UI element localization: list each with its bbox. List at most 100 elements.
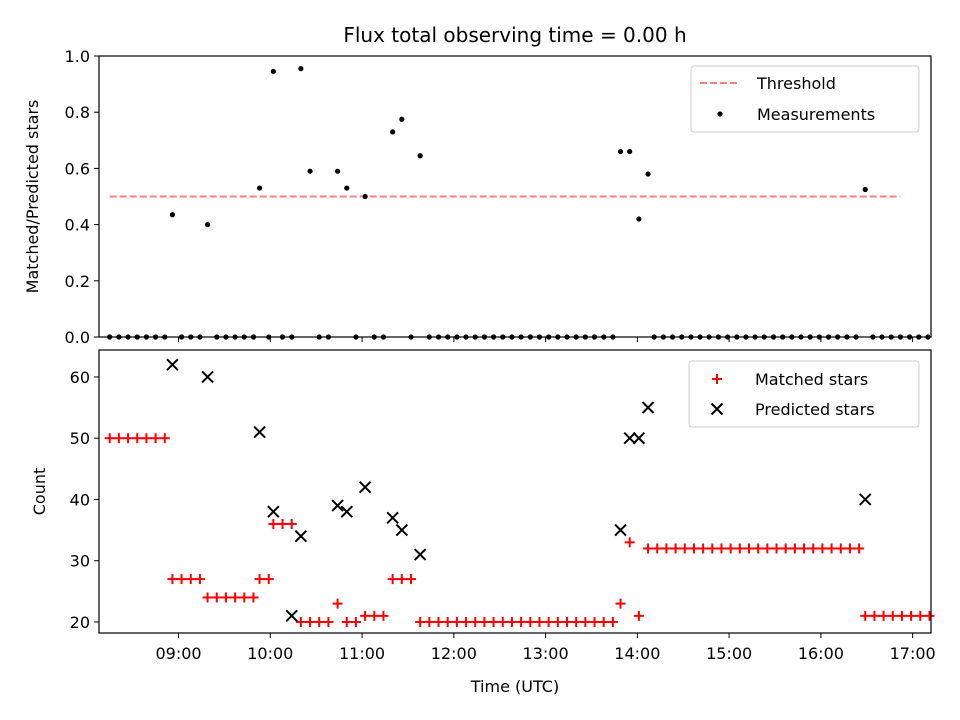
matched-star-point — [305, 616, 316, 627]
matched-star-point — [633, 610, 644, 621]
matched-star-point — [652, 543, 663, 554]
matched-star-point — [789, 543, 800, 554]
matched-star-point — [113, 433, 124, 444]
matched-star-point — [230, 592, 241, 603]
bottom-legend-matched-label: Matched stars — [755, 370, 868, 389]
measurement-point — [344, 185, 350, 191]
matched-star-point — [254, 574, 265, 585]
matched-star-point — [433, 616, 444, 627]
bottom-panel-y-axis-label: Count — [30, 468, 49, 516]
matched-star-point — [360, 610, 371, 621]
predicted-star-point — [859, 493, 872, 506]
measurement-point — [270, 68, 276, 75]
matched-star-point — [753, 543, 764, 554]
bottom-x-tick-label: 12:00 — [431, 644, 477, 663]
measurement-point — [399, 116, 405, 122]
matched-star-point — [580, 616, 591, 627]
matched-star-point — [479, 616, 490, 627]
matched-star-point — [263, 574, 274, 585]
bottom-panel: 20 30 40 50 60 09:00 10:00 11:00 12:00 13:00 14:0… — [30, 349, 936, 696]
matched-star-point — [762, 543, 773, 554]
matched-star-point — [643, 543, 654, 554]
matched-star-point — [734, 543, 745, 554]
matched-star-point — [780, 543, 791, 554]
measurement-point — [256, 185, 263, 191]
matched-star-point — [598, 616, 609, 627]
matched-star-point — [415, 616, 426, 627]
matched-star-point — [350, 616, 361, 627]
bottom-x-tick-label: 09:00 — [155, 644, 201, 663]
predicted-star-point — [166, 358, 179, 371]
bottom-y-tick-label: 20 — [70, 613, 90, 632]
matched-star-point — [239, 592, 250, 603]
matched-star-point — [332, 598, 343, 609]
top-legend-measurements-swatch — [717, 111, 723, 117]
predicted-star-point — [632, 432, 646, 445]
matched-star-point — [808, 543, 819, 554]
top-y-tick-label: 0.6 — [65, 159, 90, 178]
predicted-star-point — [253, 425, 266, 439]
matched-star-point — [571, 616, 582, 627]
x-b — [413, 548, 427, 561]
matched-star-point — [176, 574, 187, 585]
matched-star-point — [268, 518, 279, 529]
x-b — [294, 530, 308, 543]
matched-star-point — [248, 592, 259, 603]
predicted-star-point — [294, 530, 308, 543]
chart-title: Flux total observing time = 0.00 h — [343, 23, 686, 47]
matched-star-point — [424, 616, 435, 627]
top-panel-legend: Threshold Measurements — [690, 65, 920, 133]
measurement-point — [627, 148, 633, 155]
top-panel-y-axis-label: Matched/Predicted stars — [23, 100, 42, 294]
matched-star-point — [826, 543, 837, 554]
matched-star-point — [799, 543, 810, 554]
bottom-x-tick-label: 15:00 — [706, 644, 752, 663]
matched-star-point — [141, 433, 152, 444]
x-b — [710, 402, 724, 416]
bottom-legend-matched-swatch — [712, 374, 722, 384]
matched-star-point — [725, 543, 736, 554]
predicted-star-point — [285, 609, 298, 623]
top-legend-threshold-label: Threshold — [756, 74, 836, 93]
top-panel: Flux total observing time = 0.00 h 0.00.… — [23, 23, 932, 347]
matched-star-point — [878, 610, 889, 621]
predicted-stars-points — [166, 358, 872, 623]
matched-star-point — [387, 574, 398, 585]
matched-star-point — [854, 543, 865, 554]
top-legend-box — [690, 65, 920, 133]
measurement-point — [645, 171, 651, 177]
bottom-panel-x-axis-label: Time (UTC) — [470, 677, 559, 696]
matched-star-point — [378, 610, 389, 621]
x-b — [623, 432, 636, 445]
matched-star-point — [286, 518, 297, 529]
x-b — [166, 358, 179, 371]
predicted-star-point — [614, 523, 627, 537]
predicted-star-point — [358, 481, 372, 494]
top-panel-x-axis — [178, 337, 914, 342]
x-b — [395, 523, 409, 537]
bottom-legend-predicted-label: Predicted stars — [755, 400, 875, 419]
matched-star-point — [670, 543, 681, 554]
predicted-star-point — [331, 499, 344, 512]
measurement-point — [862, 186, 868, 193]
matched-star-point — [451, 616, 462, 627]
bottom-x-tick-label: 11:00 — [339, 644, 385, 663]
matched-star-point — [607, 616, 618, 627]
matched-star-point — [771, 543, 782, 554]
matched-star-point — [615, 598, 626, 609]
bottom-panel-legend: Matched stars Predicted stars — [688, 360, 920, 428]
top-panel-frame — [98, 55, 932, 338]
matched-star-point — [211, 592, 222, 603]
matched-star-point — [896, 610, 907, 621]
matched-star-point — [589, 616, 600, 627]
measurement-point — [169, 212, 176, 218]
measurement-point — [298, 66, 304, 72]
matched-star-point — [194, 574, 205, 585]
matched-star-point — [707, 543, 718, 554]
matched-star-point — [396, 574, 407, 585]
top-y-tick-label: 0.8 — [65, 103, 90, 122]
matched-star-point — [123, 433, 134, 444]
bottom-y-tick-label: 40 — [70, 490, 90, 509]
bottom-panel-y-axis: 20 30 40 50 60 — [70, 368, 99, 632]
legend-plus-marker — [712, 374, 722, 384]
